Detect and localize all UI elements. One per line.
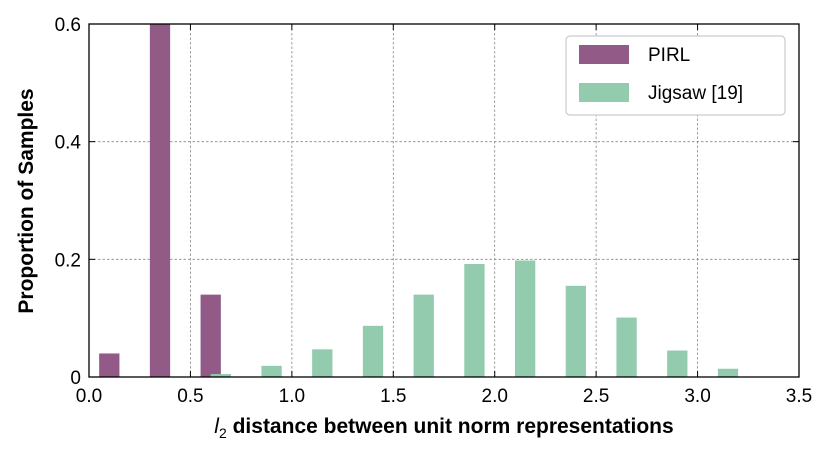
x-tick-label: 2.0 <box>482 386 508 407</box>
legend-label-jigsaw: Jigsaw [19] <box>648 83 743 104</box>
x-axis-title-variable: l <box>214 415 220 438</box>
y-tick-label: 0.2 <box>55 250 81 271</box>
x-axis-title-subscript: 2 <box>219 425 227 441</box>
jigsaw-bar <box>717 368 739 377</box>
x-tick-label: 1.0 <box>279 386 305 407</box>
jigsaw-bar <box>464 264 485 377</box>
x-tick-label: 1.5 <box>380 386 406 407</box>
y-tick-label: 0.4 <box>55 133 82 154</box>
x-axis-title-text: distance between unit norm representatio… <box>227 415 674 438</box>
jigsaw-bar <box>261 365 282 377</box>
jigsaw-bar <box>210 374 231 377</box>
legend-swatch-pirl <box>579 45 629 64</box>
jigsaw-bar <box>413 294 434 377</box>
pirl-bar <box>99 353 120 377</box>
pirl-bar <box>149 24 171 377</box>
jigsaw-bar <box>515 260 536 377</box>
jigsaw-bar <box>312 349 333 377</box>
jigsaw-bar <box>616 317 637 377</box>
pirl-bar <box>200 294 221 377</box>
axis-ticks <box>88 23 800 378</box>
jigsaw-bar <box>362 325 384 377</box>
x-tick-label: 3.5 <box>786 386 812 407</box>
y-axis-title: Proportion of Samples <box>15 88 38 313</box>
legend-swatch-jigsaw <box>579 83 629 102</box>
x-tick-label: 2.5 <box>583 386 609 407</box>
jigsaw-bar <box>565 285 586 377</box>
y-tick-label: 0.6 <box>55 15 81 36</box>
jigsaw-bar <box>667 350 688 377</box>
legend: PIRL Jigsaw [19] <box>565 35 786 116</box>
x-tick-label: 3.0 <box>684 386 710 407</box>
x-axis-title: l2 distance between unit norm representa… <box>214 415 673 441</box>
x-tick-label: 0.5 <box>177 386 203 407</box>
x-tick-label: 0.0 <box>76 386 102 407</box>
bars <box>99 24 739 377</box>
legend-label-pirl: PIRL <box>648 45 690 66</box>
plot-frame <box>88 23 800 378</box>
tick-labels: 0.0 0.5 1.0 1.5 2.0 2.5 3.0 3.5 0 0.2 0.4 0.6 <box>55 15 813 407</box>
y-tick-label: 0 <box>70 368 81 389</box>
